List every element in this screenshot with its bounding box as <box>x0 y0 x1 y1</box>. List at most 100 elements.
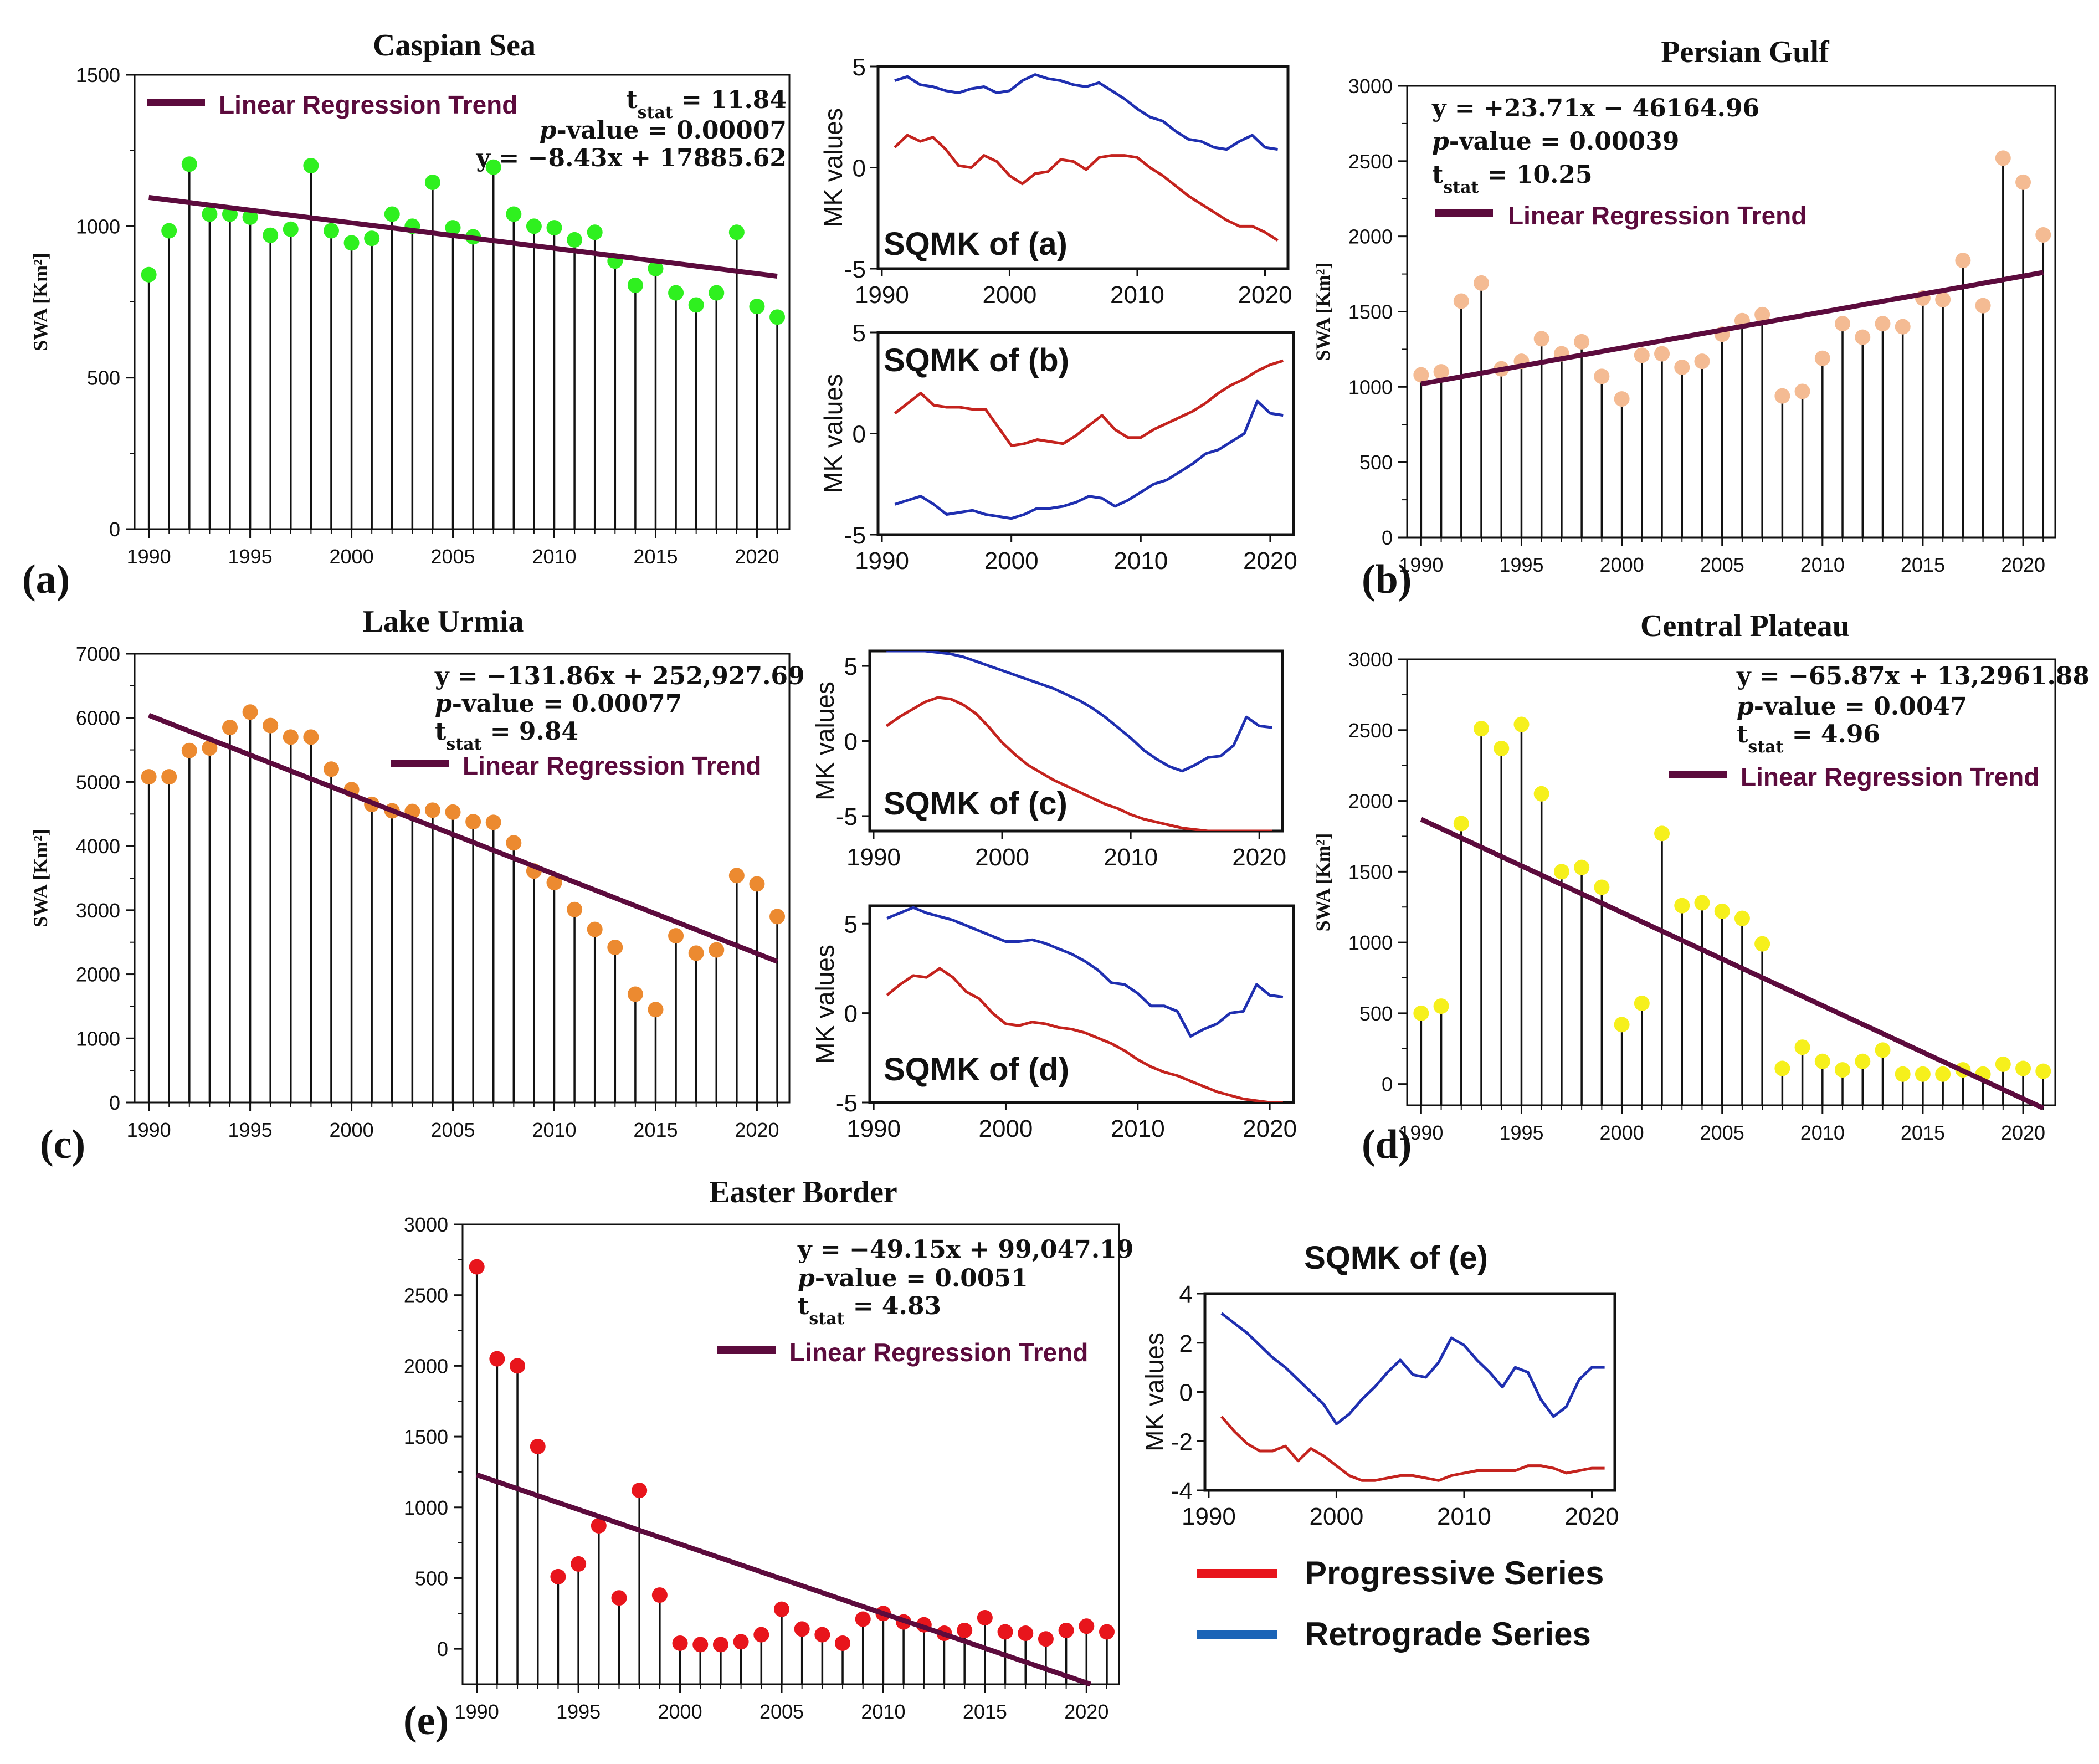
x-tick-label-mk-e: 1990 <box>1182 1503 1236 1530</box>
data-point-b <box>2035 227 2051 243</box>
x-tick-label-mk-a: 2010 <box>1110 281 1164 309</box>
x-tick-label-mk-e: 2010 <box>1437 1503 1491 1530</box>
y-tick-label-mk-e: 0 <box>1179 1380 1193 1407</box>
data-point-d <box>1774 1060 1790 1076</box>
x-tick-label-mk-d: 2020 <box>1243 1115 1297 1142</box>
x-tick-label-a: 2000 <box>330 545 374 568</box>
data-point-c <box>627 986 643 1002</box>
data-point-a <box>506 206 522 222</box>
data-point-d <box>1895 1066 1911 1082</box>
data-point-e <box>997 1624 1013 1640</box>
stat-line-1: p-value = 0.00077 <box>435 690 682 718</box>
data-point-b <box>1654 346 1670 362</box>
x-tick-label-b: 2010 <box>1800 553 1845 576</box>
x-tick-label-a: 1990 <box>127 545 171 568</box>
plot-frame-d <box>1406 658 2056 1106</box>
sqmk-label-mk-c: SQMK of (c) <box>884 786 1068 822</box>
y-tick-label-b: 3000 <box>1348 75 1393 98</box>
data-point-d <box>1754 936 1770 952</box>
data-point-e <box>712 1637 728 1653</box>
panel-label-a: (a) <box>22 557 70 602</box>
x-tick-label-c: 1995 <box>228 1119 273 1141</box>
data-point-a <box>202 206 218 222</box>
data-point-c <box>141 769 157 785</box>
data-point-a <box>648 260 664 276</box>
data-point-e <box>469 1259 485 1275</box>
y-tick-label-b: 500 <box>1359 451 1393 474</box>
legend-progressive-label: Progressive Series <box>1305 1555 1604 1592</box>
y-tick-label-mk-d: 0 <box>844 1001 858 1028</box>
data-point-b <box>1453 293 1469 309</box>
data-point-d <box>1935 1066 1951 1082</box>
data-point-a <box>567 232 583 248</box>
data-point-b <box>1694 353 1710 370</box>
data-point-b <box>1935 291 1951 307</box>
y-tick-label-b: 1500 <box>1348 301 1393 324</box>
data-point-e <box>651 1587 668 1603</box>
data-point-d <box>1915 1066 1931 1082</box>
chart-title-d: Central Plateau <box>1640 609 1850 643</box>
x-tick-label-a: 2015 <box>633 545 678 568</box>
x-tick-label-c: 2000 <box>330 1119 374 1141</box>
data-point-c <box>181 742 197 758</box>
data-point-a <box>242 209 258 225</box>
sqmk-label-mk-b: SQMK of (b) <box>884 342 1069 378</box>
trend-line-a <box>148 194 778 279</box>
x-tick-label-b: 2000 <box>1600 553 1644 576</box>
panel-a: Caspian Sea (a) 0 500 1000 1500 1990 1995 2000 20… <box>22 28 791 602</box>
y-tick-label-b: 2500 <box>1348 150 1393 173</box>
stat-line-1: p-value = 0.0051 <box>798 1264 1028 1293</box>
x-tick-label-e: 2015 <box>963 1700 1007 1723</box>
x-tick-label-c: 2005 <box>430 1119 475 1141</box>
panel-mk-d: -5 0 5 1990 2000 2010 2020 MK values SQMK of (d) <box>810 904 1297 1142</box>
data-point-e <box>977 1609 993 1625</box>
data-point-b <box>1975 298 1991 314</box>
data-point-b <box>1674 360 1690 376</box>
data-point-d <box>1513 716 1530 732</box>
y-tick-label-d: 1000 <box>1348 931 1393 954</box>
y-tick-label-d: 1500 <box>1348 860 1393 883</box>
data-point-c <box>728 868 745 884</box>
data-point-d <box>1714 903 1730 919</box>
x-tick-label-mk-d: 2010 <box>1111 1115 1165 1142</box>
data-point-b <box>1875 316 1891 332</box>
data-point-d <box>1734 910 1750 926</box>
x-tick-label-mk-b: 2010 <box>1113 547 1168 575</box>
data-point-c <box>263 717 279 734</box>
y-tick-label-d: 2500 <box>1348 719 1393 742</box>
x-tick-label-mk-b: 2020 <box>1243 547 1297 575</box>
stat-line-0: y = +23.71x − 46164.96 <box>1431 94 1759 122</box>
data-point-b <box>2015 174 2031 190</box>
panel-d: Central Plateau (d) 0 500 1000 1500 2000 2500 30… <box>1312 609 2090 1167</box>
data-point-e <box>489 1351 505 1367</box>
trend-legend-label-d: Linear Regression Trend <box>1741 762 2039 791</box>
data-point-a <box>424 175 440 191</box>
x-tick-label-d: 1990 <box>1399 1121 1443 1144</box>
y-tick-label-c: 1000 <box>76 1027 120 1050</box>
data-point-b <box>1794 383 1810 399</box>
y-tick-label-d: 3000 <box>1348 648 1393 671</box>
plot-frame-mk-d <box>868 904 1295 1104</box>
trend-legend-label-b: Linear Regression Trend <box>1508 201 1807 230</box>
data-point-e <box>1038 1631 1054 1647</box>
y-tick-label-a: 500 <box>87 367 120 389</box>
data-point-a <box>445 220 461 236</box>
x-tick-label-mk-a: 2000 <box>983 281 1037 309</box>
trend-line-b <box>1420 270 2044 387</box>
data-point-e <box>1018 1625 1034 1642</box>
data-point-b <box>1814 350 1830 366</box>
y-tick-label-mk-c: -5 <box>836 803 858 830</box>
x-tick-label-b: 2005 <box>1700 553 1744 576</box>
y-tick-label-b: 0 <box>1382 526 1393 549</box>
y-axis-label-d: SWA [Km²] <box>1312 833 1334 932</box>
data-point-b <box>1634 347 1650 363</box>
data-point-e <box>753 1627 769 1643</box>
data-point-d <box>1594 879 1610 895</box>
data-point-c <box>222 720 238 736</box>
y-tick-label-mk-e: -4 <box>1171 1478 1193 1505</box>
x-tick-label-b: 1995 <box>1499 553 1543 576</box>
x-tick-label-a: 1995 <box>228 545 273 568</box>
data-point-d <box>1453 816 1469 832</box>
progressive-line-mk-b <box>894 359 1284 447</box>
data-point-b <box>1895 319 1911 335</box>
